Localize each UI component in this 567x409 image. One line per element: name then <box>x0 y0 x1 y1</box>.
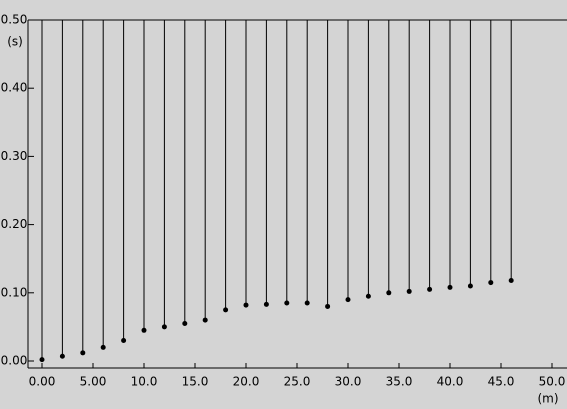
first-break-pick <box>243 302 249 308</box>
y-tick-label: 0.20 <box>1 217 28 231</box>
first-break-pick <box>427 286 433 292</box>
y-tick-label: 0.00 <box>1 354 28 368</box>
first-break-pick <box>304 300 310 306</box>
first-break-pick <box>386 290 392 296</box>
first-break-pick <box>182 320 188 326</box>
first-break-pick <box>325 303 331 309</box>
first-break-pick <box>202 317 208 323</box>
x-tick-label: 20.0 <box>233 375 260 389</box>
x-tick-label: 25.0 <box>284 375 311 389</box>
first-break-pick <box>39 357 45 363</box>
first-break-pick <box>365 293 371 299</box>
first-break-pick <box>141 327 147 333</box>
first-break-pick <box>161 324 167 330</box>
first-break-pick <box>406 288 412 294</box>
first-break-pick <box>80 350 86 356</box>
first-break-pick <box>508 278 514 284</box>
first-break-pick <box>467 283 473 289</box>
first-break-pick <box>223 307 229 313</box>
first-break-pick <box>59 353 65 359</box>
x-tick-label: 50.0 <box>539 375 566 389</box>
x-tick-label: 35.0 <box>386 375 413 389</box>
y-tick-label: 0.50 <box>1 13 28 27</box>
first-break-pick <box>488 280 494 286</box>
x-axis-label: (m) <box>537 392 558 406</box>
first-break-pick <box>121 338 127 344</box>
x-tick-label: 40.0 <box>437 375 464 389</box>
y-tick-label: 0.30 <box>1 149 28 163</box>
first-break-pick <box>100 344 106 350</box>
y-axis-label: (s) <box>7 35 23 49</box>
x-tick-label: 10.0 <box>131 375 158 389</box>
x-tick-label: 15.0 <box>182 375 209 389</box>
first-break-pick <box>284 300 290 306</box>
y-tick-label: 0.40 <box>1 81 28 95</box>
first-break-pick <box>447 284 453 290</box>
first-break-pick <box>263 301 269 307</box>
x-tick-label: 0.00 <box>29 375 56 389</box>
first-break-pick <box>345 297 351 303</box>
x-tick-label: 30.0 <box>335 375 362 389</box>
y-tick-label: 0.10 <box>1 285 28 299</box>
x-tick-label: 5.00 <box>80 375 107 389</box>
x-tick-label: 45.0 <box>488 375 515 389</box>
